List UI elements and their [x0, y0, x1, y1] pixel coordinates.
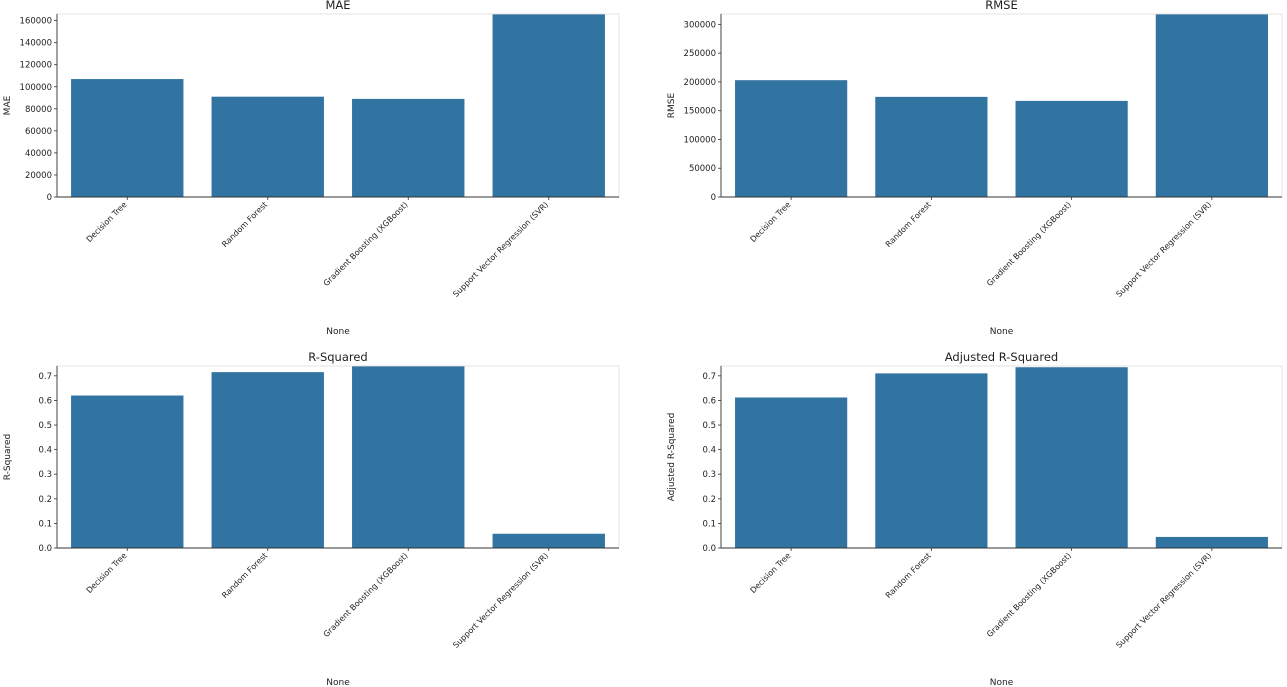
y-tick-label: 0.3: [702, 470, 716, 480]
y-tick-label: 0.4: [38, 446, 52, 456]
x-tick-label: Support Vector Regression (SVR): [1114, 551, 1213, 650]
bar: [1015, 100, 1128, 197]
y-axis-label: R-Squared: [3, 434, 13, 481]
bar: [875, 373, 988, 548]
y-tick-label: 300000: [684, 20, 716, 30]
y-tick-label: 0.1: [702, 519, 716, 529]
x-tick-label: Gradient Boosting (XGBoost): [322, 200, 410, 288]
y-tick-label: 0.3: [38, 470, 52, 480]
bar: [352, 98, 465, 197]
x-tick-label: Random Forest: [884, 551, 933, 600]
y-tick-label: 100000: [684, 135, 716, 145]
y-tick-label: 200000: [684, 78, 716, 88]
bar: [492, 533, 605, 548]
x-tick-label: Gradient Boosting (XGBoost): [985, 551, 1073, 639]
y-tick-label: 100000: [20, 83, 52, 93]
y-tick-label: 60000: [25, 127, 52, 137]
chart-mae: MAE 0 20000 40000 60000 80000 100000 120000 1400…: [3, 0, 620, 337]
x-axis-label: None: [326, 678, 350, 687]
y-tick-label: 0.0: [38, 544, 52, 554]
x-tick-label: Decision Tree: [748, 200, 792, 244]
y-tick-label: 0.1: [38, 519, 52, 529]
chart-rmse: RMSE 0 50000 100000 150000 200000 250000 300000…: [667, 0, 1283, 337]
bar: [71, 395, 184, 548]
y-tick-label: 140000: [20, 39, 52, 49]
y-tick-label: 0.4: [702, 446, 716, 456]
chart-adjusted-r-squared: Adjusted R-Squared 0.0 0.1 0.2 0.3 0.4 0.5 0.6 0…: [667, 350, 1283, 687]
chart-title: R-Squared: [308, 350, 367, 364]
x-tick-label: Random Forest: [220, 551, 269, 600]
bar: [71, 79, 184, 197]
y-tick-label: 150000: [684, 107, 716, 117]
x-tick-label: Gradient Boosting (XGBoost): [985, 200, 1073, 288]
x-tick-label: Random Forest: [884, 200, 933, 249]
y-tick-label: 160000: [20, 17, 52, 27]
x-tick-label: Support Vector Regression (SVR): [451, 551, 550, 650]
chart-title: Adjusted R-Squared: [945, 350, 1058, 364]
y-axis-label: MAE: [3, 95, 13, 115]
bar: [211, 372, 324, 548]
chart-title: MAE: [325, 0, 350, 12]
x-axis-label: None: [990, 327, 1014, 337]
y-tick-label: 80000: [25, 105, 52, 115]
y-tick-label: 0.2: [38, 495, 52, 505]
y-tick-label: 0.7: [38, 372, 52, 382]
y-tick-label: 0: [711, 193, 716, 203]
y-tick-label: 0.6: [38, 396, 52, 406]
y-tick-label: 0.5: [702, 421, 716, 431]
y-axis-label: Adjusted R-Squared: [667, 413, 677, 502]
x-tick-label: Decision Tree: [85, 551, 129, 595]
x-tick-label: Support Vector Regression (SVR): [451, 200, 550, 299]
x-tick-label: Gradient Boosting (XGBoost): [322, 551, 410, 639]
y-tick-label: 0.5: [38, 421, 52, 431]
y-tick-label: 120000: [20, 61, 52, 71]
y-tick-label: 0.7: [702, 372, 716, 382]
y-tick-label: 0.0: [702, 544, 716, 554]
bar: [1015, 367, 1128, 548]
bar: [1155, 536, 1268, 548]
y-tick-label: 250000: [684, 49, 716, 59]
y-tick-label: 50000: [689, 164, 716, 174]
y-tick-label: 0: [47, 193, 52, 203]
x-tick-label: Random Forest: [220, 200, 269, 249]
y-tick-label: 0.6: [702, 396, 716, 406]
chart-r-squared: R-Squared 0.0 0.1 0.2 0.3 0.4 0.5 0.6 0.7 Decisio…: [3, 350, 620, 687]
x-axis-label: None: [326, 327, 350, 337]
chart-title: RMSE: [985, 0, 1017, 12]
y-tick-label: 0.2: [702, 495, 716, 505]
bar: [1155, 14, 1268, 197]
bar: [735, 80, 848, 197]
bar: [211, 96, 324, 197]
bar: [352, 366, 465, 548]
y-tick-label: 20000: [25, 171, 52, 181]
x-axis-label: None: [990, 678, 1014, 687]
bar: [735, 397, 848, 548]
y-axis-label: RMSE: [667, 92, 677, 118]
x-tick-label: Decision Tree: [748, 551, 792, 595]
x-tick-label: Support Vector Regression (SVR): [1114, 200, 1213, 299]
bar: [492, 14, 605, 197]
bar: [875, 96, 988, 197]
x-tick-label: Decision Tree: [85, 200, 129, 244]
y-tick-label: 40000: [25, 149, 52, 159]
